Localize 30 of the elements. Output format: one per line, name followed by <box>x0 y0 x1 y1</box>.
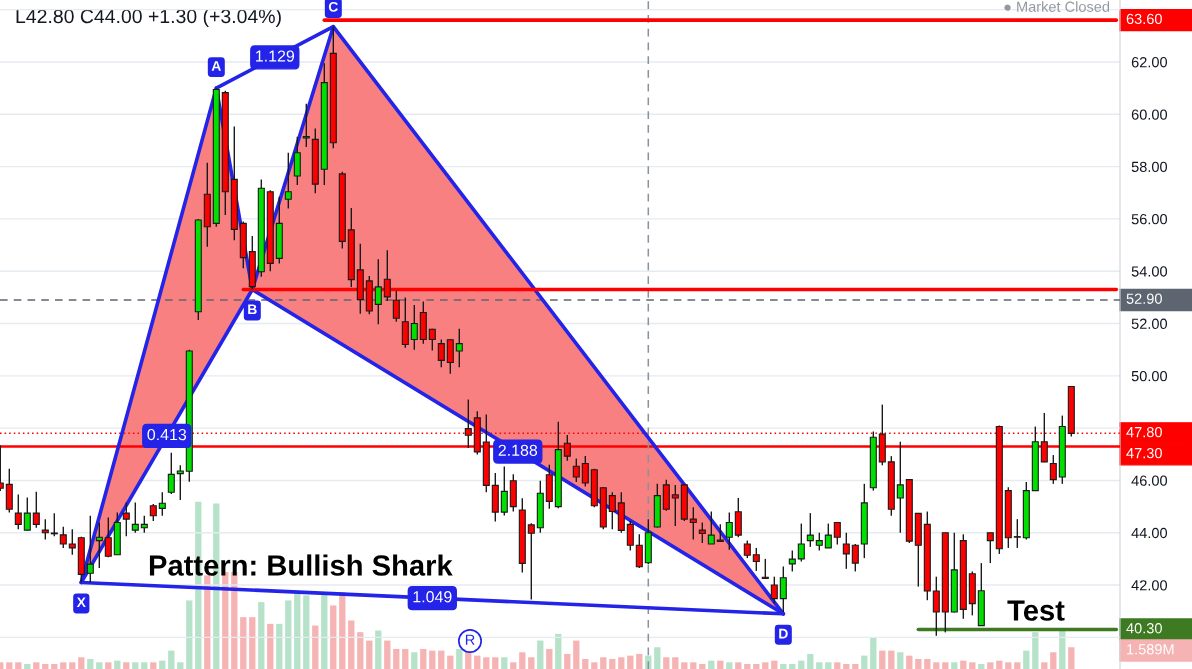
y-tick-label: 52.00 <box>1131 318 1168 329</box>
annotation: ● Market Closed <box>1004 1 1110 12</box>
annotation: A <box>211 61 221 71</box>
annotation: C <box>328 1 338 12</box>
ref-line-label: 47.80 <box>1126 426 1162 438</box>
data-label: 63.60 <box>1126 13 1162 25</box>
annotation: 1.049 <box>413 591 452 603</box>
y-tick-label: 42.00 <box>1131 580 1168 591</box>
annotation: Pattern: Bullish Shark <box>149 554 453 576</box>
annotation: Test <box>1007 600 1065 621</box>
annotation: X <box>76 597 86 608</box>
annotation: 1.129 <box>256 50 295 62</box>
data-label: 40.30 <box>1126 623 1162 634</box>
y-tick-label: 54.00 <box>1131 266 1168 277</box>
annotation: B <box>248 304 257 315</box>
annotation: R <box>465 634 475 645</box>
annotation: 2.188 <box>498 444 538 456</box>
y-tick-label: 44.00 <box>1131 527 1168 539</box>
annotation: 0.413 <box>147 428 187 441</box>
y-tick-label: 46.00 <box>1131 475 1168 486</box>
chart-title: L42.80 C44.00 +1.30 (+3.04%) <box>16 8 281 28</box>
ref-line-label: 47.30 <box>1126 447 1162 459</box>
y-tick-label: 58.00 <box>1131 161 1168 173</box>
ref-line-label: 52.90 <box>1126 293 1162 304</box>
y-tick-label: 62.00 <box>1131 57 1168 68</box>
y-tick-label: 60.00 <box>1131 109 1168 120</box>
text: 1.589M <box>1127 644 1174 655</box>
y-tick-label: 50.00 <box>1131 370 1168 382</box>
annotation: D <box>779 628 788 639</box>
y-tick-label: 56.00 <box>1131 214 1168 225</box>
